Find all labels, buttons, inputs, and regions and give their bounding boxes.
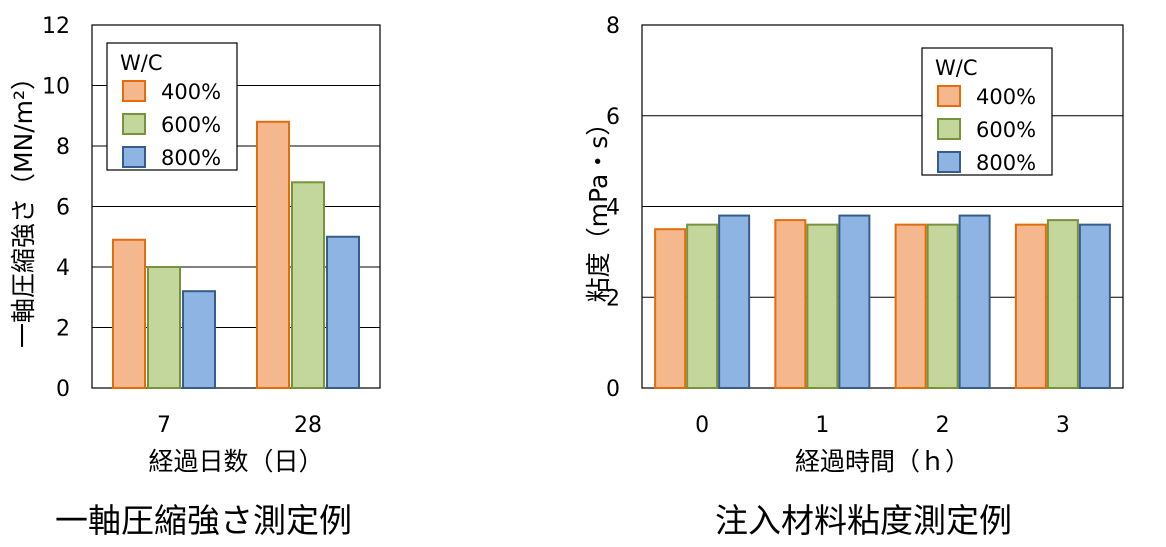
x-tick-label: 1 [815, 413, 829, 438]
legend-entry-label: 400% [976, 85, 1036, 109]
y-tick-label: 6 [56, 196, 70, 221]
caption-compressive-strength: 一軸圧縮強さ測定例 [55, 501, 352, 540]
legend-swatch [937, 85, 961, 107]
bar-600pct-cat-28 [291, 181, 325, 389]
caption-viscosity: 注入材料粘度測定例 [715, 501, 1012, 540]
y-tick-label: 2 [606, 286, 620, 311]
bar-400pct-cat-28 [256, 120, 290, 390]
x-tick-label: 0 [695, 413, 709, 438]
legend-entry-label: 800% [161, 146, 221, 170]
legend-entry-label: 600% [976, 118, 1036, 142]
y-tick-label: 4 [606, 196, 620, 221]
bar-600pct-cat-1 [806, 223, 839, 389]
legend-title: W/C [120, 51, 163, 75]
bar-600pct-cat-0 [686, 223, 719, 389]
x-tick-label: 7 [157, 413, 171, 438]
chart-compressive-strength: 0 2 4 6 8 10 12 7 28 経過日数（日） 一軸圧縮強さ（MN/m²） W/C 400% 6… [9, 14, 381, 476]
legend-swatch [122, 80, 146, 102]
legend-swatch [122, 113, 146, 135]
legend-swatch [937, 118, 961, 140]
bar-800pct-cat-28 [326, 235, 360, 389]
legend-entry-label: 800% [976, 151, 1036, 175]
y-tick-label: 10 [42, 75, 70, 100]
y-tick-label: 8 [56, 135, 70, 160]
legend-swatch [122, 146, 146, 168]
y-tick-label: 12 [42, 14, 70, 39]
bar-600pct-cat-7 [147, 266, 181, 389]
bar-400pct-cat-0 [654, 228, 687, 389]
x-tick-label: 2 [936, 413, 950, 438]
x-axis-label: 経過時間（ｈ） [795, 447, 970, 476]
legend-entry-label: 600% [161, 113, 221, 137]
y-tick-label: 6 [606, 105, 620, 130]
legend-title: W/C [935, 56, 978, 80]
chart-viscosity: 0 2 4 6 8 0 1 2 3 経過時間（ｈ） 粘度（mPa・s） W/C 400% 600% 800% [584, 14, 1124, 476]
bar-800pct-cat-0 [718, 214, 751, 389]
x-axis-label: 経過日数（日） [148, 447, 323, 476]
legend: W/C 400% 600% 800% [921, 47, 1053, 176]
bar-800pct-cat-7 [182, 290, 216, 390]
y-axis-label: 粘度（mPa・s） [584, 111, 613, 303]
y-tick-label: 8 [606, 14, 620, 39]
bar-400pct-cat-7 [112, 238, 146, 389]
x-tick-label: 28 [294, 413, 322, 438]
bar-800pct-cat-3 [1078, 223, 1111, 389]
x-tick-label: 3 [1056, 413, 1070, 438]
legend: W/C 400% 600% 800% [106, 42, 238, 171]
y-tick-label: 2 [56, 317, 70, 342]
y-tick-label: 0 [606, 377, 620, 402]
y-axis-label: 一軸圧縮強さ（MN/m²） [9, 65, 38, 348]
bar-800pct-cat-2 [958, 214, 991, 389]
bar-600pct-cat-2 [926, 223, 959, 389]
bar-400pct-cat-3 [1014, 223, 1047, 389]
bar-800pct-cat-1 [838, 214, 871, 389]
legend-swatch [937, 151, 961, 173]
chart-panel-viscosity: 0 2 4 6 8 0 1 2 3 経過時間（ｈ） 粘度（mPa・s） W/C 400% 600% 800% [583, 0, 1166, 543]
legend-entry-label: 400% [161, 80, 221, 104]
bar-600pct-cat-3 [1046, 219, 1079, 389]
bar-400pct-cat-1 [774, 219, 807, 389]
chart-panel-compressive-strength: 0 2 4 6 8 10 12 7 28 経過日数（日） 一軸圧縮強さ（MN/m²） W/C 400% 6… [0, 0, 583, 543]
y-tick-label: 0 [56, 377, 70, 402]
bar-400pct-cat-2 [894, 223, 927, 389]
y-tick-label: 4 [56, 256, 70, 281]
